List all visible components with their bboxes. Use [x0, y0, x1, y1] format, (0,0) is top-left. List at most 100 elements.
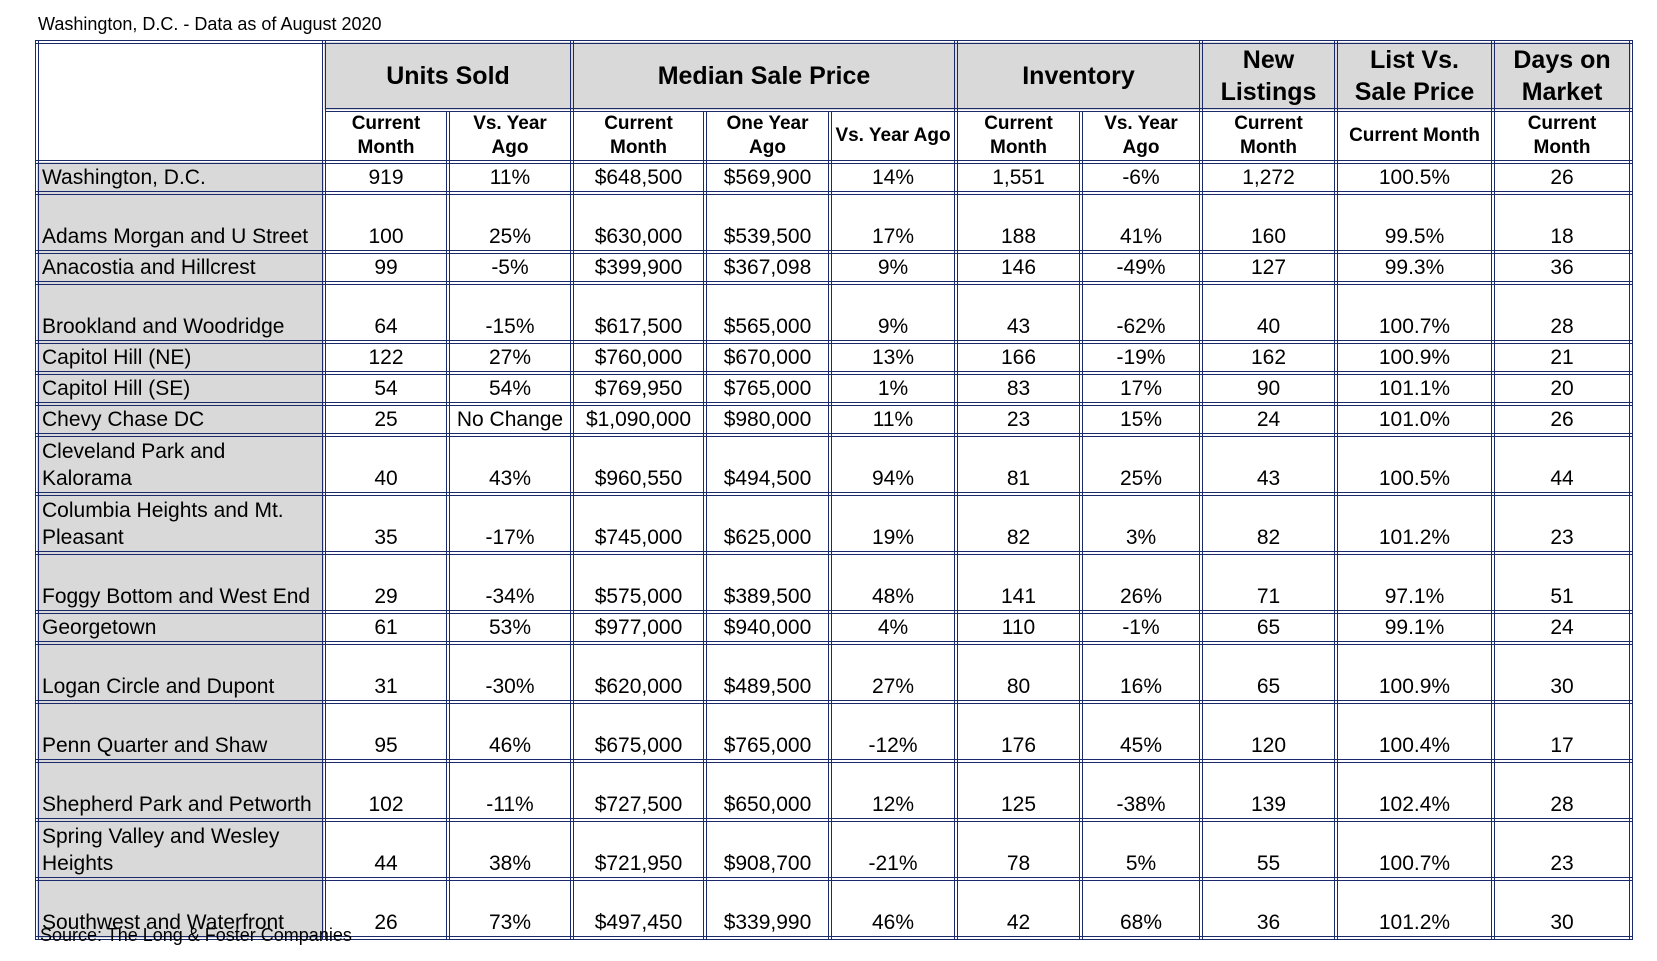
subheader: Current Month — [322, 108, 450, 164]
cell: 36 — [1491, 250, 1633, 285]
cell: 100.7% — [1334, 281, 1495, 344]
cell: 125 — [954, 759, 1083, 822]
cell: 80 — [954, 641, 1083, 704]
row-label: Capitol Hill (SE) — [35, 371, 326, 406]
row-label: Georgetown — [35, 610, 326, 645]
cell: 162 — [1199, 340, 1338, 375]
cell: 44 — [1491, 433, 1633, 496]
table-row: Capitol Hill (NE) 122 27% $760,000 $670,000 1… — [35, 340, 1633, 375]
cell: 11% — [446, 160, 574, 195]
cell: 71 — [1199, 551, 1338, 614]
cell: -62% — [1079, 281, 1203, 344]
group-header-row: Units Sold Median Sale Price Inventory N… — [35, 40, 1633, 164]
subheader: Current Month — [570, 108, 707, 164]
cell: 97.1% — [1334, 551, 1495, 614]
cell: 44 — [322, 818, 450, 881]
cell: 61 — [322, 610, 450, 645]
cell: 1,272 — [1199, 160, 1338, 195]
cell: 100.5% — [1334, 433, 1495, 496]
cell: 54 — [322, 371, 450, 406]
cell: $760,000 — [570, 340, 707, 375]
row-label: Southwest and Waterfront — [35, 877, 326, 940]
cell: 25% — [446, 191, 574, 254]
table-body: Washington, D.C. 919 11% $648,500 $569,900 14… — [35, 160, 1633, 940]
cell: -5% — [446, 250, 574, 285]
table-row: Washington, D.C. 919 11% $648,500 $569,900 14… — [35, 160, 1633, 195]
table-row: Foggy Bottom and West End 29 -34% $575,000 $… — [35, 551, 1633, 614]
cell: 141 — [954, 551, 1083, 614]
cell: 82 — [954, 492, 1083, 555]
cell: 27% — [828, 641, 958, 704]
cell: -34% — [446, 551, 574, 614]
cell: $494,500 — [703, 433, 832, 496]
cell: $675,000 — [570, 700, 707, 763]
cell: 11% — [828, 402, 958, 437]
row-label: Capitol Hill (NE) — [35, 340, 326, 375]
cell: 14% — [828, 160, 958, 195]
subheader: One Year Ago — [703, 108, 832, 164]
cell: 73% — [446, 877, 574, 940]
cell: 46% — [828, 877, 958, 940]
table-row: Georgetown 61 53% $977,000 $940,000 4% 110 -1% 6… — [35, 610, 1633, 645]
table-row: Penn Quarter and Shaw 95 46% $675,000 $765,0… — [35, 700, 1633, 763]
cell: 64 — [322, 281, 450, 344]
cell: -21% — [828, 818, 958, 881]
cell: 43% — [446, 433, 574, 496]
cell: 28 — [1491, 759, 1633, 822]
cell: 23 — [1491, 492, 1633, 555]
cell: -30% — [446, 641, 574, 704]
cell: 31 — [322, 641, 450, 704]
cell: 26 — [322, 877, 450, 940]
cell: $565,000 — [703, 281, 832, 344]
cell: $727,500 — [570, 759, 707, 822]
cell: -15% — [446, 281, 574, 344]
cell: 78 — [954, 818, 1083, 881]
cell: $367,098 — [703, 250, 832, 285]
cell: 68% — [1079, 877, 1203, 940]
cell: -6% — [1079, 160, 1203, 195]
cell: 17% — [1079, 371, 1203, 406]
cell: 102.4% — [1334, 759, 1495, 822]
subheader: Current Month — [1334, 108, 1495, 164]
cell: 24 — [1199, 402, 1338, 437]
cell: 99 — [322, 250, 450, 285]
cell: 12% — [828, 759, 958, 822]
cell: 45% — [1079, 700, 1203, 763]
cell: $721,950 — [570, 818, 707, 881]
cell: 176 — [954, 700, 1083, 763]
cell: 101.2% — [1334, 492, 1495, 555]
table-row: Logan Circle and Dupont 31 -30% $620,000 $48… — [35, 641, 1633, 704]
cell: 51 — [1491, 551, 1633, 614]
cell: 40 — [1199, 281, 1338, 344]
cell: 25% — [1079, 433, 1203, 496]
cell: 127 — [1199, 250, 1338, 285]
group-header: Inventory — [954, 40, 1203, 112]
table-row: Cleveland Park and Kalorama 40 43% $960,550… — [35, 433, 1633, 496]
cell: 9% — [828, 281, 958, 344]
cell: -17% — [446, 492, 574, 555]
cell: 160 — [1199, 191, 1338, 254]
cell: 54% — [446, 371, 574, 406]
cell: -38% — [1079, 759, 1203, 822]
table-row: Brookland and Woodridge 64 -15% $617,500 $56… — [35, 281, 1633, 344]
cell: 21 — [1491, 340, 1633, 375]
cell: 13% — [828, 340, 958, 375]
row-label: Washington, D.C. — [35, 160, 326, 195]
row-label: Brookland and Woodridge — [35, 281, 326, 344]
cell: 166 — [954, 340, 1083, 375]
cell: 919 — [322, 160, 450, 195]
cell: 25 — [322, 402, 450, 437]
cell: $620,000 — [570, 641, 707, 704]
cell: 28 — [1491, 281, 1633, 344]
cell: $1,090,000 — [570, 402, 707, 437]
cell: 43 — [1199, 433, 1338, 496]
cell: 101.0% — [1334, 402, 1495, 437]
cell: 101.2% — [1334, 877, 1495, 940]
cell: 100.4% — [1334, 700, 1495, 763]
cell: 122 — [322, 340, 450, 375]
cell: -12% — [828, 700, 958, 763]
row-label: Adams Morgan and U Street — [35, 191, 326, 254]
cell: 100.9% — [1334, 340, 1495, 375]
cell: 100.7% — [1334, 818, 1495, 881]
